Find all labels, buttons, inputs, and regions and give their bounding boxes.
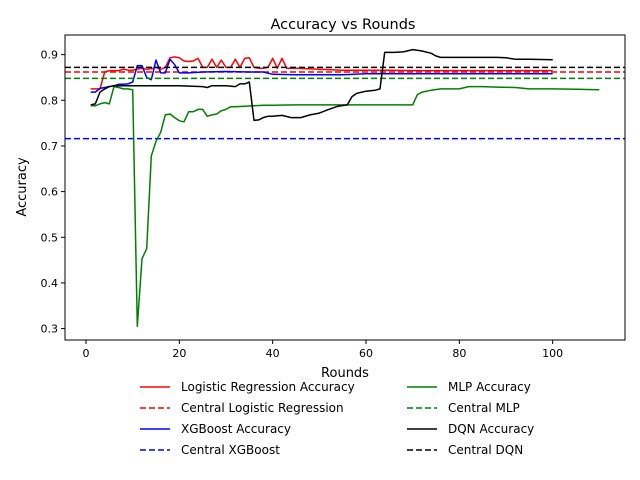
y-tick-label: 0.4 [41,277,59,290]
legend-item: XGBoost Accuracy [140,422,291,436]
legend-label: Central XGBoost [181,443,280,457]
x-tick-label: 40 [266,347,280,360]
legend-label: Central DQN [448,443,523,457]
x-axis-ticks: 0 20 40 60 80 100 [83,340,563,360]
legend-label: Logistic Regression Accuracy [181,380,355,394]
x-tick-label: 20 [172,347,186,360]
y-tick-label: 0.5 [41,231,59,244]
x-tick-label: 0 [83,347,90,360]
legend-label: Central MLP [448,401,520,415]
x-axis-label: Rounds [321,366,369,381]
y-tick-label: 0.9 [41,49,59,62]
legend-item: MLP Accuracy [407,380,531,394]
y-axis-label: Accuracy [15,157,30,217]
legend-item: Central DQN [407,443,523,457]
series-layer [65,48,625,328]
y-axis-ticks: 0.3 0.4 0.5 0.6 0.7 0.8 0.9 [41,49,65,336]
legend-label: DQN Accuracy [448,422,534,436]
plot-frame [64,34,626,341]
legend-label: XGBoost Accuracy [181,422,291,436]
series-line-6 [90,48,553,122]
legend-item: DQN Accuracy [407,422,534,436]
series-line-2 [90,58,553,93]
x-tick-label: 100 [542,347,563,360]
chart-title: Accuracy vs Rounds [271,17,416,33]
series-line-4 [90,85,600,328]
series-line-0 [90,56,553,90]
legend-item: Central MLP [407,401,520,415]
legend: Logistic Regression Accuracy Central Logi… [140,380,534,457]
legend-item: Logistic Regression Accuracy [140,380,355,394]
y-tick-label: 0.8 [41,94,59,107]
x-tick-label: 80 [452,347,466,360]
y-tick-label: 0.7 [41,140,59,153]
y-tick-label: 0.6 [41,186,59,199]
legend-label: MLP Accuracy [448,380,531,394]
y-tick-label: 0.3 [41,323,59,336]
legend-item: Central Logistic Regression [140,401,344,415]
legend-item: Central XGBoost [140,443,280,457]
legend-label: Central Logistic Regression [181,401,344,415]
x-tick-label: 60 [359,347,373,360]
